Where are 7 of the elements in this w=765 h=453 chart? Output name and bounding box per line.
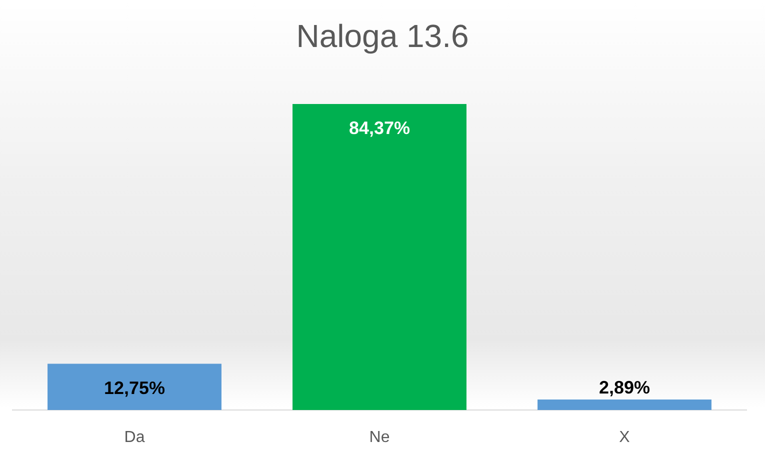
- x-tick-label: Da: [124, 429, 145, 446]
- data-label: 2,89%: [598, 378, 650, 398]
- data-label: 12,75%: [104, 378, 166, 398]
- data-label: 84,37%: [348, 118, 410, 138]
- chart-title: Naloga 13.6: [296, 18, 469, 54]
- x-tick-label: X: [619, 429, 630, 446]
- x-tick-label: Ne: [369, 429, 390, 446]
